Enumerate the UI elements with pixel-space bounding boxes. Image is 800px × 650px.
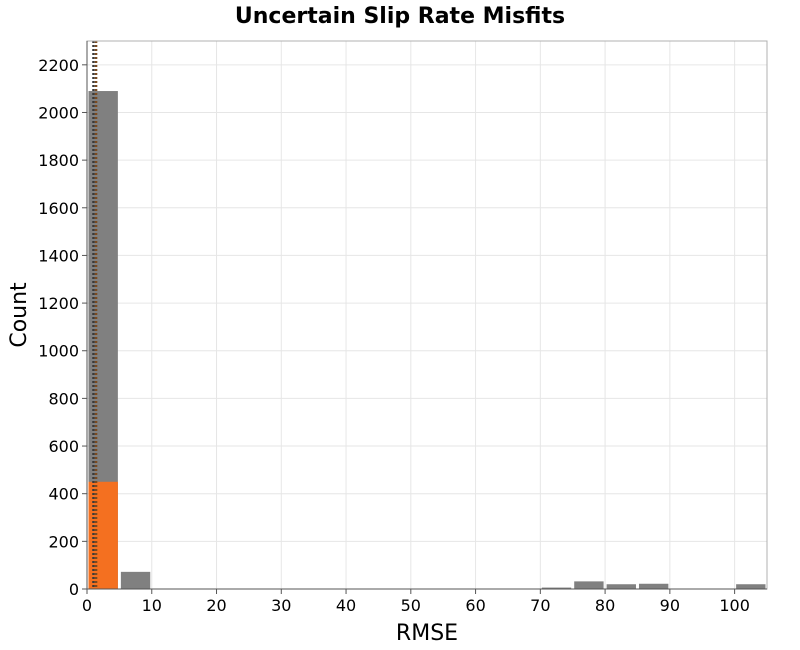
plot-frame <box>86 40 768 590</box>
grid-layer <box>86 41 767 590</box>
y-tick-label: 2200 <box>38 56 79 75</box>
y-tick-label: 0 <box>69 580 79 599</box>
x-tick-label: 70 <box>530 596 550 615</box>
x-tick-label: 40 <box>336 596 356 615</box>
reference-line-layer <box>92 41 98 589</box>
x-axis-label: RMSE <box>396 621 458 646</box>
x-tick-label: 90 <box>660 596 680 615</box>
histogram-bar <box>574 581 604 589</box>
chart-title: Uncertain Slip Rate Misfits <box>235 4 565 29</box>
y-tick-layer: 0 200 400 600 800 1000 1200 1400 1600 1800 2000 220… <box>38 56 87 599</box>
x-tick-label: 50 <box>401 596 421 615</box>
y-tick-label: 1800 <box>38 151 79 170</box>
bar-layer <box>88 91 766 589</box>
histogram-bar <box>541 587 572 589</box>
y-tick-label: 200 <box>48 532 79 551</box>
histogram-bar <box>736 584 766 589</box>
histogram-bar <box>638 583 669 589</box>
x-tick-label: 20 <box>206 596 226 615</box>
x-tick-label: 10 <box>142 596 162 615</box>
x-tick-label: 80 <box>595 596 615 615</box>
histogram-bar <box>120 571 151 589</box>
x-tick-label: 0 <box>82 596 92 615</box>
y-tick-label: 1000 <box>38 342 79 361</box>
histogram-bar <box>88 481 118 589</box>
y-tick-label: 2000 <box>38 103 79 122</box>
y-axis-label: Count <box>7 282 32 348</box>
x-tick-label: 30 <box>271 596 291 615</box>
x-tick-label: 100 <box>719 596 750 615</box>
y-tick-label: 400 <box>48 485 79 504</box>
y-tick-label: 1400 <box>38 246 79 265</box>
y-tick-label: 600 <box>48 437 79 456</box>
histogram-bar <box>606 584 636 589</box>
y-tick-label: 1200 <box>38 294 79 313</box>
x-tick-label: 60 <box>465 596 485 615</box>
y-tick-label: 1600 <box>38 199 79 218</box>
y-tick-label: 800 <box>48 389 79 408</box>
x-tick-layer: 0 10 20 30 40 50 60 70 80 90 100 <box>82 589 750 615</box>
